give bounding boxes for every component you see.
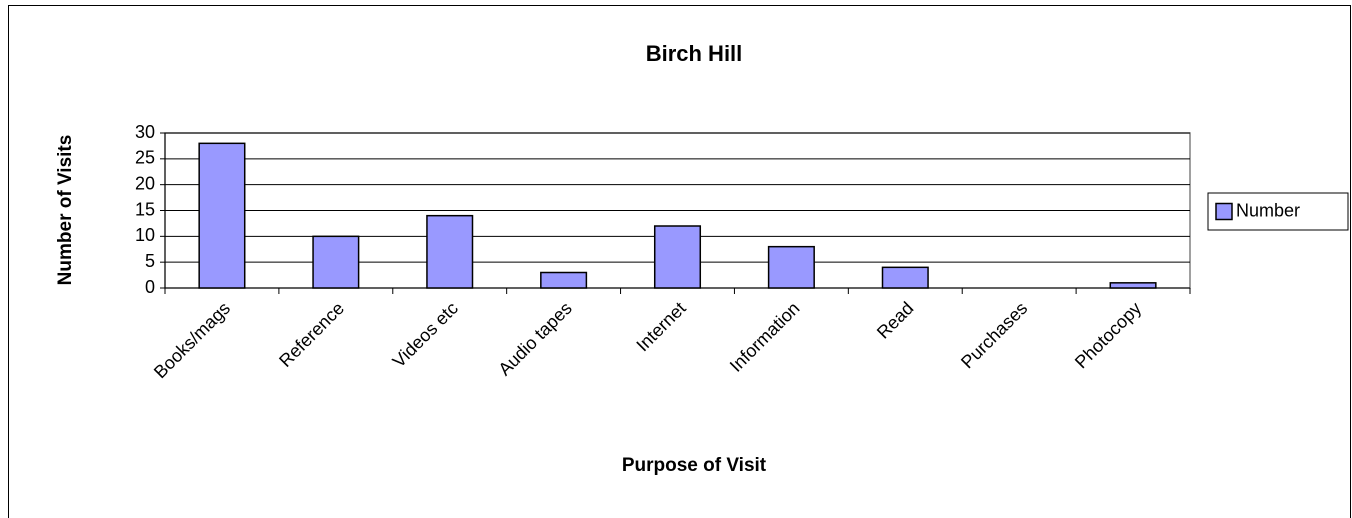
bar	[653, 225, 702, 289]
y-tick-label: 0	[145, 277, 155, 297]
chart-title: Birch Hill	[646, 41, 743, 66]
bar	[198, 142, 246, 289]
bar	[426, 214, 474, 289]
y-tick-label: 30	[135, 122, 155, 142]
y-tick-label: 5	[145, 251, 155, 271]
bar	[767, 245, 815, 289]
y-tick-label: 20	[135, 173, 155, 193]
y-axis-label: Number of Visits	[55, 135, 76, 286]
bar	[540, 271, 588, 289]
y-tick-label: 15	[135, 199, 155, 219]
y-tick-label: 10	[135, 225, 155, 245]
bar	[1109, 282, 1157, 289]
x-axis-label: Purpose of Visit	[622, 455, 767, 476]
y-tick-label: 25	[135, 148, 155, 168]
legend-swatch	[1215, 202, 1233, 221]
legend-label: Number	[1236, 200, 1300, 220]
bar	[312, 235, 360, 289]
bar	[881, 266, 929, 289]
